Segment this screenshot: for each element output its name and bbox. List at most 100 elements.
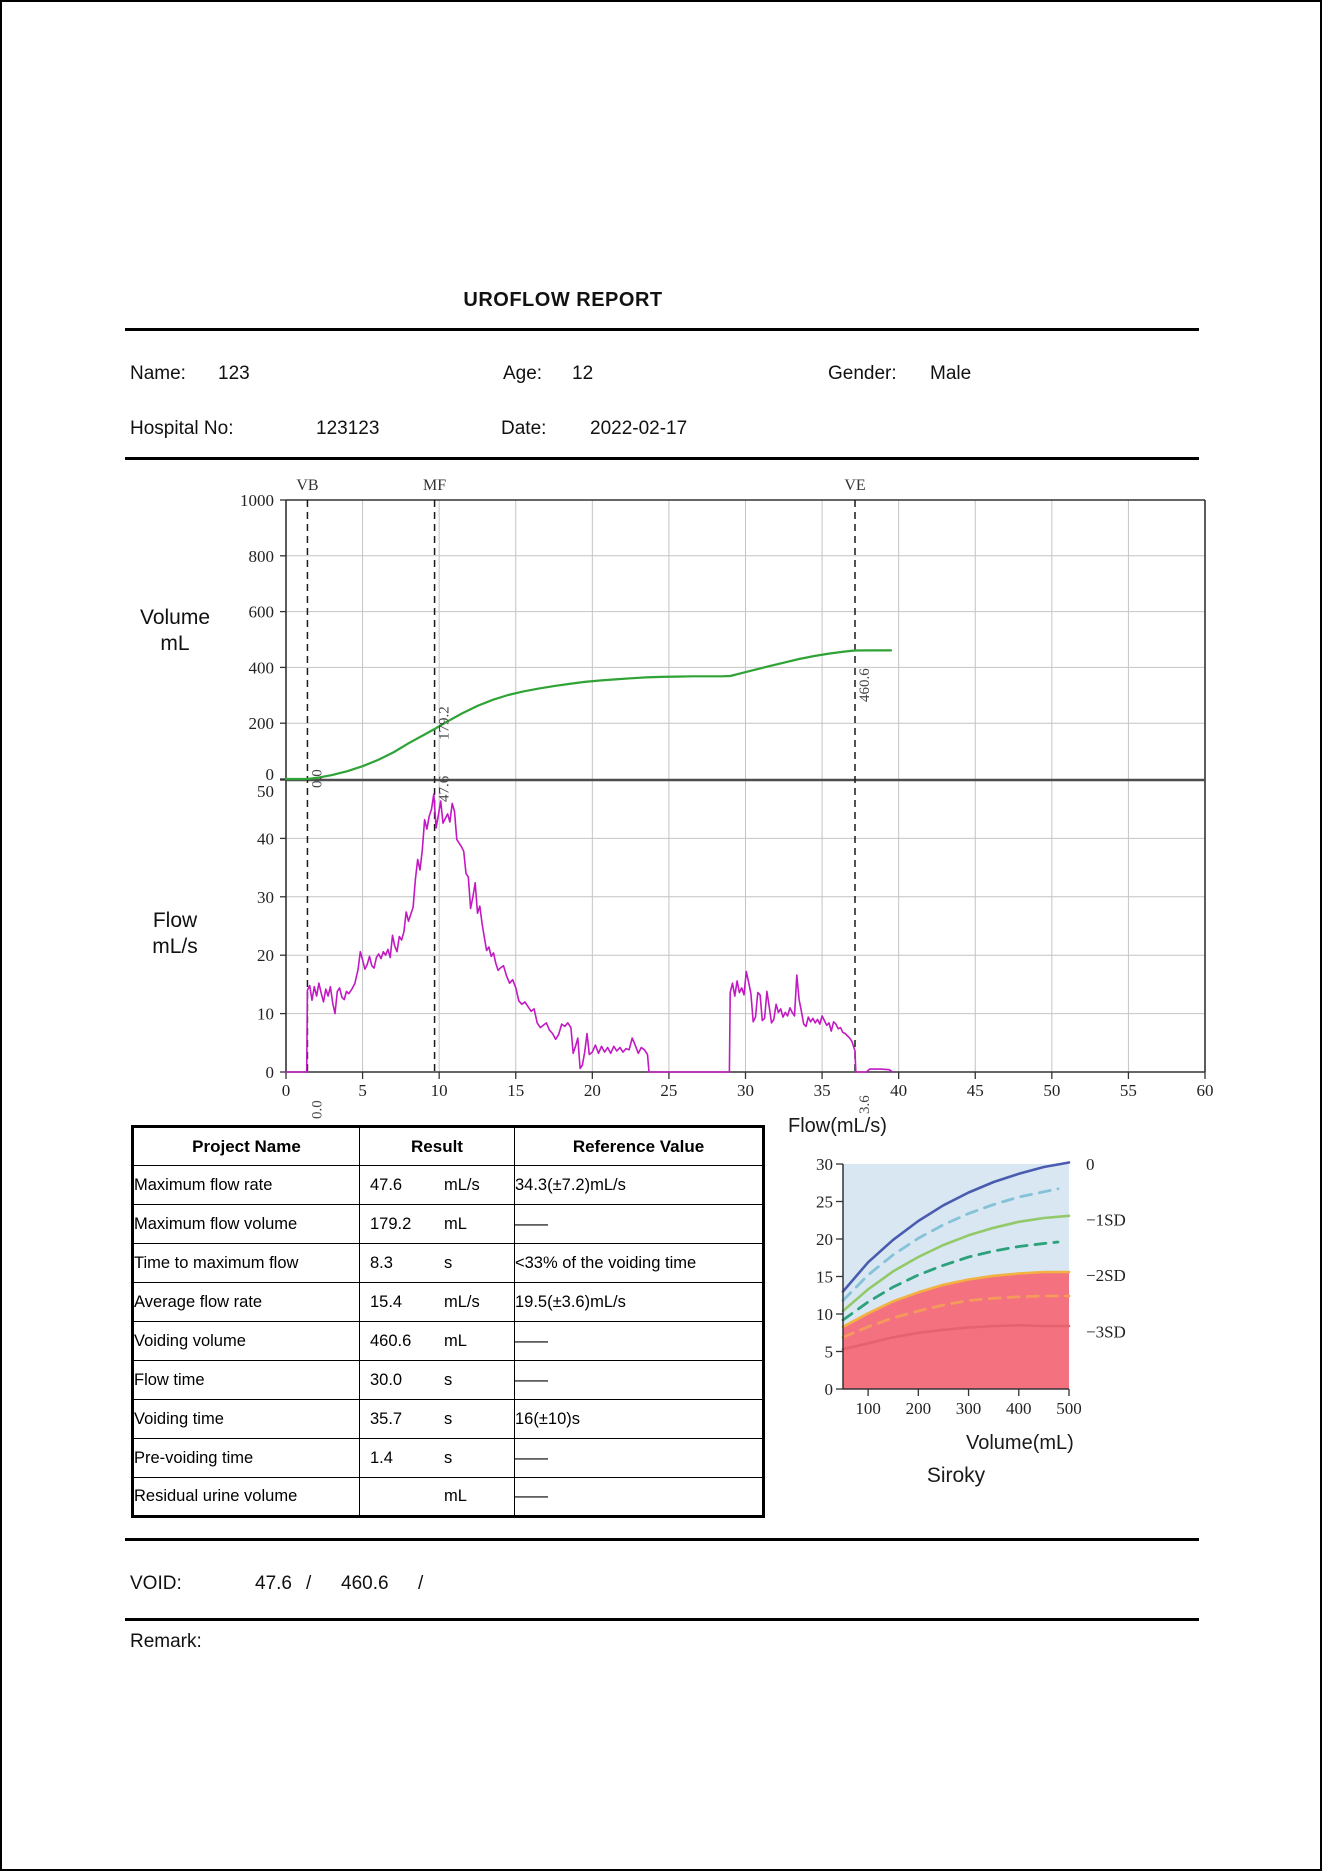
svg-text:50: 50 bbox=[1043, 1081, 1060, 1100]
svg-text:15: 15 bbox=[816, 1268, 833, 1287]
reference-value-cell: 34.3(±7.2)mL/s bbox=[514, 1165, 764, 1205]
nomogram-caption: Siroky bbox=[926, 1464, 986, 1487]
project-name-cell: Residual urine volume bbox=[132, 1477, 360, 1517]
reference-value-cell: —— bbox=[514, 1438, 764, 1478]
result-unit: mL bbox=[444, 1487, 467, 1505]
svg-text:300: 300 bbox=[956, 1399, 982, 1418]
svg-text:55: 55 bbox=[1120, 1081, 1137, 1100]
svg-text:VE: VE bbox=[844, 477, 865, 494]
table-row: Maximum flow volume 179.2 mL —— bbox=[132, 1204, 764, 1244]
reference-value-cell: —— bbox=[514, 1321, 764, 1361]
table-row: Pre-voiding time 1.4 s —— bbox=[132, 1438, 764, 1478]
reference-value-cell: <33% of the voiding time bbox=[514, 1243, 764, 1283]
svg-text:10: 10 bbox=[816, 1305, 833, 1324]
divider-void-bottom bbox=[125, 1618, 1199, 1621]
svg-text:100: 100 bbox=[855, 1399, 881, 1418]
reference-value-cell: 19.5(±3.6)mL/s bbox=[514, 1282, 764, 1322]
svg-text:800: 800 bbox=[249, 547, 275, 566]
svg-text:20: 20 bbox=[816, 1230, 833, 1249]
svg-text:0: 0 bbox=[266, 765, 275, 784]
project-name-cell: Time to maximum flow bbox=[132, 1243, 360, 1283]
header-result: Result bbox=[359, 1126, 515, 1166]
age-label: Age: bbox=[503, 363, 543, 384]
svg-text:0: 0 bbox=[1086, 1155, 1095, 1174]
svg-text:460.6: 460.6 bbox=[857, 668, 873, 702]
result-value: 460.6 bbox=[370, 1331, 412, 1350]
svg-text:0: 0 bbox=[266, 1063, 275, 1082]
result-unit: s bbox=[444, 1253, 453, 1272]
report-title: UROFLOW REPORT bbox=[463, 289, 663, 311]
divider-patient bbox=[125, 457, 1199, 460]
void-value-1: 47.6 bbox=[255, 1573, 292, 1594]
nomogram-title: Flow(mL/s) bbox=[788, 1115, 887, 1137]
hospital-no-label: Hospital No: bbox=[130, 418, 234, 439]
date-value: 2022-02-17 bbox=[590, 418, 688, 439]
svg-text:3.6: 3.6 bbox=[857, 1095, 873, 1114]
project-name-cell: Pre-voiding time bbox=[132, 1438, 360, 1478]
result-unit: s bbox=[444, 1409, 453, 1428]
result-cell: 8.3 s bbox=[359, 1243, 515, 1283]
reference-value-cell: —— bbox=[514, 1477, 764, 1517]
result-cell: 15.4 mL/s bbox=[359, 1282, 515, 1322]
divider-top bbox=[125, 328, 1199, 331]
table-row: Maximum flow rate 47.6 mL/s 34.3(±7.2)mL/s bbox=[132, 1165, 764, 1205]
table-row: Average flow rate 15.4 mL/s 19.5(±3.6)mL/s bbox=[132, 1282, 764, 1322]
svg-text:35: 35 bbox=[814, 1081, 831, 1100]
svg-text:400: 400 bbox=[1006, 1399, 1032, 1418]
svg-text:−3SD: −3SD bbox=[1086, 1322, 1126, 1341]
table-row: Voiding time 35.7 s 16(±10)s bbox=[132, 1399, 764, 1439]
result-value: 1.4 bbox=[370, 1448, 393, 1467]
result-value: 8.3 bbox=[370, 1253, 393, 1272]
svg-text:45: 45 bbox=[967, 1081, 984, 1100]
void-value-2: 460.6 bbox=[341, 1573, 389, 1594]
table-row: Residual urine volume mL —— bbox=[132, 1477, 764, 1517]
table-row: Time to maximum flow 8.3 s <33% of the void… bbox=[132, 1243, 764, 1283]
svg-text:50: 50 bbox=[257, 782, 274, 801]
svg-text:200: 200 bbox=[906, 1399, 932, 1418]
table-row: Flow time 30.0 s —— bbox=[132, 1360, 764, 1400]
svg-text:40: 40 bbox=[257, 829, 274, 848]
svg-text:0: 0 bbox=[825, 1380, 834, 1399]
header-reference-value: Reference Value bbox=[514, 1126, 764, 1166]
nomogram-xlabel: Volume(mL) bbox=[966, 1432, 1074, 1454]
svg-text:10: 10 bbox=[257, 1005, 274, 1024]
hospital-no-value: 123123 bbox=[316, 418, 380, 439]
header-project-name: Project Name bbox=[132, 1126, 360, 1166]
gender-value: Male bbox=[930, 363, 972, 384]
result-value: 179.2 bbox=[370, 1214, 412, 1233]
volume-axis-label: Volume mL bbox=[139, 606, 211, 655]
result-cell: 35.7 s bbox=[359, 1399, 515, 1439]
result-cell: 1.4 s bbox=[359, 1438, 515, 1478]
svg-text:VB: VB bbox=[296, 477, 318, 494]
table-row: Voiding volume 460.6 mL —— bbox=[132, 1321, 764, 1361]
result-cell: 179.2 mL bbox=[359, 1204, 515, 1244]
table-header-row: Project Name Result Reference Value bbox=[132, 1126, 764, 1166]
result-unit: s bbox=[444, 1448, 453, 1467]
svg-text:25: 25 bbox=[660, 1081, 677, 1100]
result-cell: 47.6 mL/s bbox=[359, 1165, 515, 1205]
result-cell: 460.6 mL bbox=[359, 1321, 515, 1361]
svg-text:30: 30 bbox=[257, 888, 274, 907]
result-unit: mL/s bbox=[444, 1292, 480, 1311]
svg-text:10: 10 bbox=[431, 1081, 448, 1100]
svg-text:40: 40 bbox=[890, 1081, 907, 1100]
svg-text:5: 5 bbox=[825, 1343, 834, 1362]
result-value: 47.6 bbox=[370, 1175, 403, 1194]
project-name-cell: Flow time bbox=[132, 1360, 360, 1400]
void-slash-2: / bbox=[418, 1573, 424, 1594]
svg-text:60: 60 bbox=[1197, 1081, 1214, 1100]
svg-text:20: 20 bbox=[257, 946, 274, 965]
svg-text:30: 30 bbox=[737, 1081, 754, 1100]
svg-text:MF: MF bbox=[423, 477, 446, 494]
reference-value-cell: —— bbox=[514, 1204, 764, 1244]
project-name-cell: Maximum flow volume bbox=[132, 1204, 360, 1244]
result-unit: s bbox=[444, 1370, 453, 1389]
name-value: 123 bbox=[218, 363, 250, 384]
void-slash-1: / bbox=[306, 1573, 312, 1594]
flow-axis-label: Flow mL/s bbox=[152, 909, 198, 958]
gender-label: Gender: bbox=[828, 363, 897, 384]
result-unit: mL bbox=[444, 1331, 467, 1350]
age-value: 12 bbox=[572, 363, 594, 384]
result-unit: mL bbox=[444, 1214, 467, 1233]
